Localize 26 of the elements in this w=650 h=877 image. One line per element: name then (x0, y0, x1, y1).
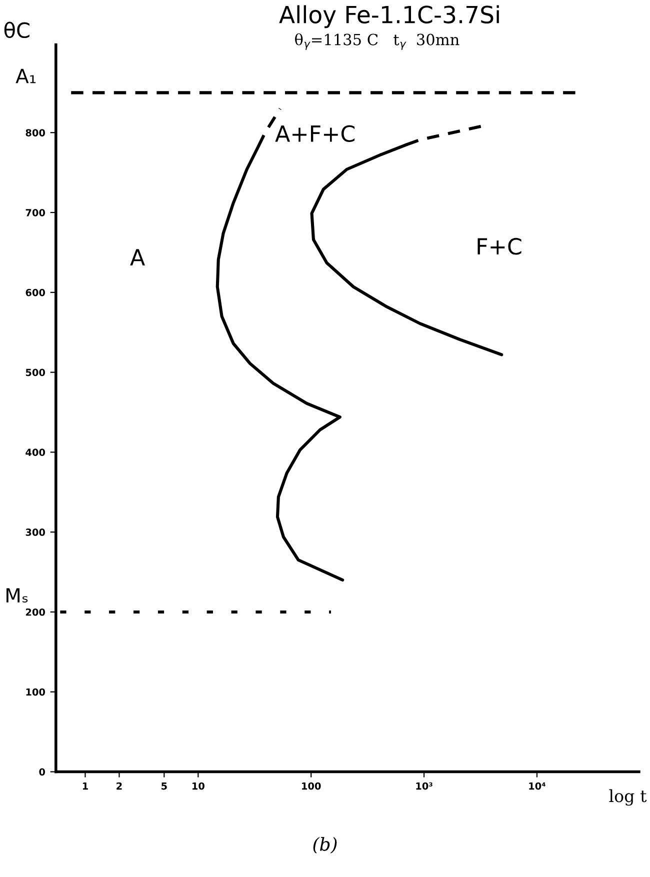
y-tick-label: 400 (26, 448, 46, 456)
x-axis-title: log t (609, 789, 647, 806)
y-tick-label: 600 (26, 288, 46, 296)
series-label: A₁ (16, 68, 36, 84)
y-tick-label: 500 (26, 368, 46, 376)
y-tick-label: 800 (26, 129, 46, 136)
text: (b) (313, 836, 337, 854)
series-label: Mₛ (6, 588, 28, 602)
x-tick-label: 2 (116, 782, 122, 790)
y-tick-label: 100 (26, 688, 46, 696)
x-tick-label: 5 (162, 782, 167, 790)
annotation: A+F+C (275, 125, 355, 142)
chart-title: Alloy Fe-1.1C-3.7Si (279, 5, 499, 28)
x-tick-label: 10⁴ (529, 782, 546, 790)
y-tick-label: 700 (26, 208, 46, 216)
x-tick-label: 100 (302, 782, 321, 790)
y-axis-title: θC (4, 22, 30, 38)
x-tick-label: 1 (82, 782, 88, 790)
y-tick-label: 0 (39, 768, 46, 776)
annotation: F+C (478, 238, 522, 255)
x-tick-label: 10³ (416, 782, 432, 790)
x-tick-label: 10 (192, 782, 204, 790)
y-tick-label: 300 (26, 528, 46, 536)
annotation: A (130, 249, 145, 266)
chart-subtitle: θ$_{γ}$=1135 C t$_{γ}$ 30mn (295, 33, 460, 50)
y-tick-label: 200 (26, 608, 46, 616)
